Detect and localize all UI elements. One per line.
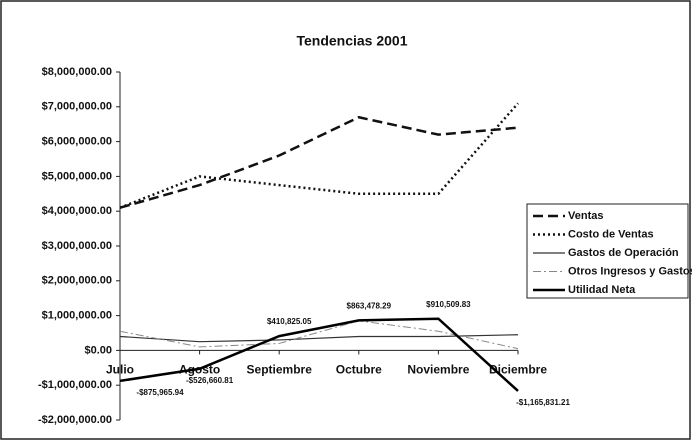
series-line — [119, 334, 519, 343]
y-tick-label: $7,000,000.00 — [42, 101, 112, 113]
legend-label: Utilidad Neta — [568, 284, 636, 296]
legend-label: Gastos de Operación — [568, 247, 679, 259]
x-tick-label: Septiembre — [247, 363, 313, 377]
series-line — [119, 115, 519, 209]
y-tick-label: $5,000,000.00 — [42, 170, 112, 182]
y-tick-label: -$2,000,000.00 — [38, 414, 112, 426]
y-tick-label: $0.00 — [84, 344, 112, 356]
legend-label: Otros Ingresos y Gastos — [568, 265, 692, 277]
chart-title: Tendencias 2001 — [296, 33, 407, 49]
x-tick-label: Octubre — [336, 363, 382, 377]
data-label: -$1,165,831.21 — [516, 398, 570, 407]
data-label: $863,478.29 — [347, 301, 392, 310]
y-tick-label: $4,000,000.00 — [42, 205, 112, 217]
series-line — [119, 102, 519, 209]
legend-box — [526, 203, 689, 299]
y-tick-label: -$1,000,000.00 — [38, 379, 112, 391]
legend-label: Costo de Ventas — [568, 228, 654, 240]
y-tick-label: $3,000,000.00 — [42, 240, 112, 252]
y-tick-label: $8,000,000.00 — [42, 66, 112, 78]
data-label: $410,825.05 — [267, 317, 312, 326]
y-tick-label: $1,000,000.00 — [42, 310, 112, 322]
series-line — [119, 317, 519, 392]
legend-label: Ventas — [568, 210, 603, 222]
y-tick-label: $6,000,000.00 — [42, 136, 112, 148]
x-tick-label: Diciembre — [489, 363, 547, 377]
series-line — [119, 320, 519, 350]
x-tick-label: Julio — [106, 363, 134, 377]
y-tick-label: $2,000,000.00 — [42, 275, 112, 287]
data-label: -$875,965.94 — [136, 388, 184, 397]
x-tick-label: Noviembre — [407, 363, 469, 377]
data-label: -$526,660.81 — [186, 376, 234, 385]
data-label: $910,509.83 — [426, 300, 471, 309]
